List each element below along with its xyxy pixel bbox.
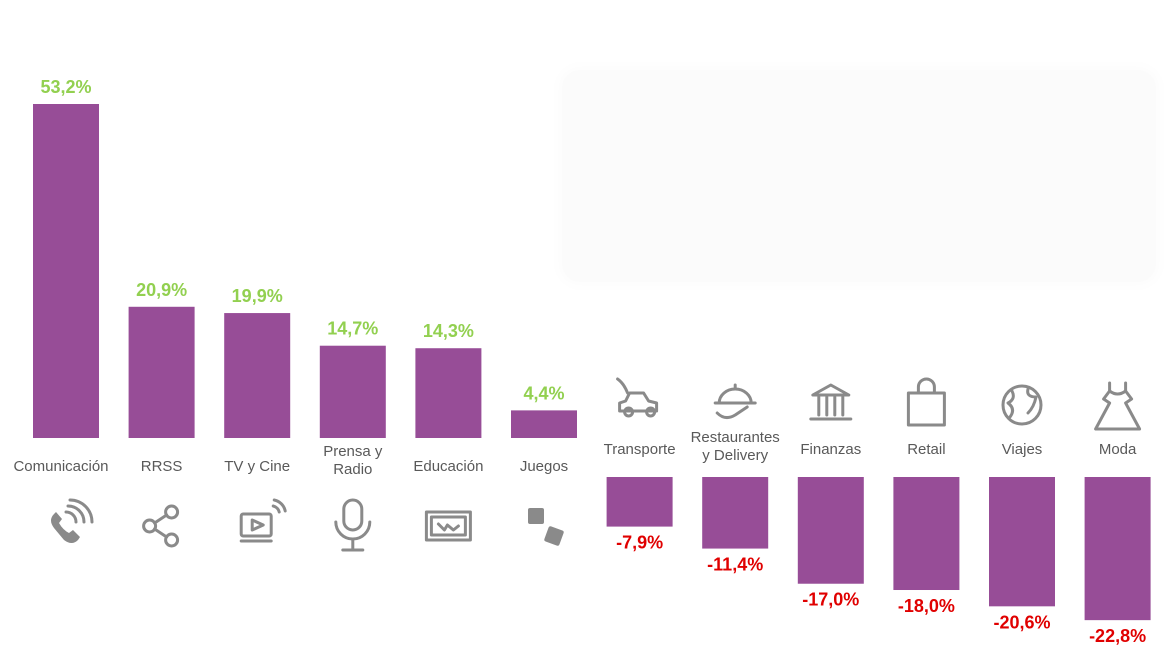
video-stream-icon <box>239 498 287 543</box>
value-label-tv-y-cine: 19,9% <box>232 286 283 306</box>
share-icon <box>142 504 180 548</box>
value-label-comunicacion: 53,2% <box>40 77 91 97</box>
bar-transporte <box>606 477 673 527</box>
bar-tv-y-cine <box>224 313 291 438</box>
category-label-moda: Moda <box>1099 441 1137 458</box>
category-label-educacion: Educación <box>413 458 483 475</box>
bar-finanzas <box>797 477 864 584</box>
category-label-tv-y-cine: TV y Cine <box>224 458 290 475</box>
value-label-retail: -18,0% <box>898 596 955 616</box>
shopping-bag-icon <box>906 377 946 427</box>
value-label-juegos: 4,4% <box>523 383 564 403</box>
category-label-finanzas: Finanzas <box>800 441 861 458</box>
value-label-prensa-y-radio: 14,7% <box>327 319 378 339</box>
globe-icon <box>1001 384 1043 426</box>
bar-juegos <box>511 410 577 438</box>
value-label-moda: -22,8% <box>1089 626 1146 646</box>
bar-retail <box>893 477 960 591</box>
bar-restaurantes-y-delivery <box>702 477 769 549</box>
dress-icon <box>1094 381 1142 431</box>
bank-icon <box>809 383 853 421</box>
value-label-finanzas: -17,0% <box>802 590 859 610</box>
category-label-juegos: Juegos <box>520 458 568 475</box>
value-label-educacion: 14,3% <box>423 321 474 341</box>
category-label-prensa-y-radio: Prensa y Radio <box>323 443 383 478</box>
value-label-viajes: -20,6% <box>993 612 1050 632</box>
food-tray-icon <box>713 383 757 420</box>
bar-rrss <box>128 306 195 438</box>
bar-comunicacion <box>33 104 99 438</box>
dice-icon <box>528 508 564 546</box>
category-label-restaurantes-y-delivery: Restaurantes y Delivery <box>691 429 780 464</box>
category-label-retail: Retail <box>907 441 945 458</box>
bar-prensa-y-radio <box>319 345 386 438</box>
blackboard-icon <box>424 510 472 542</box>
bar-viajes <box>989 477 1055 607</box>
microphone-icon <box>334 498 372 552</box>
bar-moda <box>1084 477 1151 621</box>
value-label-rrss: 20,9% <box>136 280 187 300</box>
value-label-transporte: -7,9% <box>616 533 663 553</box>
category-label-comunicacion: Comunicación <box>13 458 108 475</box>
phone-icon <box>51 498 94 543</box>
bar-educacion <box>415 348 482 438</box>
value-label-restaurantes-y-delivery: -11,4% <box>707 555 763 575</box>
car-icon <box>616 377 659 418</box>
category-label-transporte: Transporte <box>604 441 676 458</box>
category-label-viajes: Viajes <box>1002 441 1043 458</box>
blurred-region <box>562 70 1156 282</box>
category-label-rrss: RRSS <box>141 458 183 475</box>
